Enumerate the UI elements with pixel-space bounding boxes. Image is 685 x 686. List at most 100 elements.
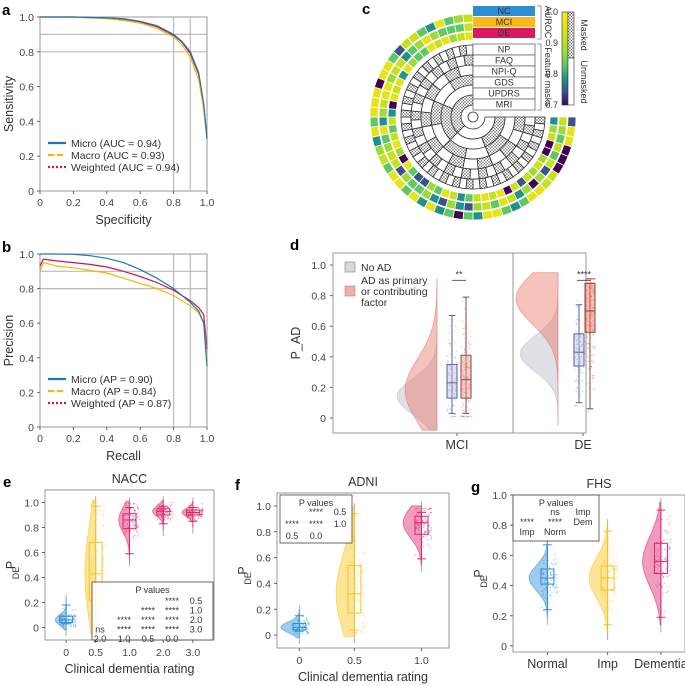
data-point [462, 415, 464, 418]
data-point [667, 531, 669, 533]
data-point [555, 562, 557, 564]
data-point [430, 529, 432, 531]
data-point [124, 509, 126, 511]
data-point [614, 586, 617, 589]
y-tick-label: 0.2 [19, 151, 34, 163]
data-point [463, 332, 465, 335]
data-point [582, 349, 584, 351]
auroc-cell [549, 116, 559, 126]
data-point [661, 571, 663, 573]
data-point [592, 374, 594, 377]
data-point [592, 377, 595, 379]
data-point [468, 344, 471, 346]
data-point [454, 372, 456, 374]
data-point [616, 569, 618, 571]
data-point [419, 510, 421, 512]
data-point [601, 588, 603, 590]
data-point [579, 346, 581, 348]
data-point [74, 619, 76, 622]
auroc-cell [462, 13, 474, 23]
data-point [90, 515, 92, 517]
auroc-cell [370, 125, 381, 138]
data-point [577, 334, 579, 336]
data-point [587, 305, 589, 308]
pvalue-table-title: P values [135, 585, 170, 595]
auroc-cell [472, 211, 484, 221]
data-point [89, 600, 92, 602]
data-point [609, 554, 611, 556]
panel-title: ADNI [348, 475, 378, 489]
data-point [161, 517, 164, 519]
data-point [68, 620, 70, 622]
box-iqr [347, 564, 362, 614]
data-point [454, 415, 456, 418]
data-point [463, 348, 466, 350]
data-point [356, 572, 359, 574]
data-point [586, 317, 588, 320]
data-point [450, 343, 452, 345]
box-iqr [122, 513, 137, 530]
auroc-cell [481, 209, 494, 220]
data-point [304, 621, 306, 623]
data-point [602, 591, 605, 593]
box-iqr [156, 508, 171, 516]
auroc-row-swatch [473, 6, 535, 16]
data-point [167, 506, 169, 508]
auroc-cell [472, 202, 483, 212]
data-point [544, 597, 546, 599]
data-point [462, 373, 465, 375]
series-line [39, 261, 208, 358]
data-point [159, 512, 162, 514]
x-tick-label: 0.4 [99, 197, 114, 209]
data-point [162, 501, 164, 504]
data-point [451, 389, 453, 392]
auroc-cell [567, 116, 577, 128]
data-point [655, 549, 657, 551]
data-point [609, 559, 611, 561]
data-point [351, 599, 354, 601]
data-point [449, 374, 451, 376]
data-point [663, 571, 665, 573]
data-point [555, 586, 557, 588]
data-point [362, 606, 364, 608]
data-point [603, 593, 605, 596]
data-point [132, 523, 134, 525]
data-point [197, 516, 199, 518]
data-point [430, 536, 432, 538]
y-tick-label: 0.2 [19, 387, 34, 399]
feature-mask-cell [462, 157, 479, 170]
data-point [419, 539, 421, 541]
data-point [616, 575, 618, 577]
data-point [585, 298, 588, 300]
data-point [604, 570, 606, 572]
data-point [579, 319, 581, 321]
data-point [549, 589, 551, 591]
data-point [592, 329, 594, 331]
data-point [454, 384, 456, 386]
auroc-cell [464, 31, 474, 41]
pvalue-table-box [512, 494, 600, 542]
y-tick-label: 0.6 [311, 321, 326, 333]
x-tick-label: 0.2 [66, 433, 81, 445]
data-point [576, 379, 578, 381]
data-point [614, 592, 616, 594]
data-point [603, 580, 605, 582]
y-axis-label-subscript: DE [243, 572, 253, 585]
data-point [606, 566, 608, 568]
data-point [430, 507, 432, 510]
data-point [615, 568, 617, 570]
y-tick-label: 1.0 [19, 12, 34, 24]
data-point [354, 587, 357, 589]
data-point [103, 557, 105, 560]
data-point [589, 330, 591, 332]
pvalue-cell: **** [309, 507, 324, 517]
colorbar-tick-label: 1.0 [545, 7, 558, 17]
data-point [429, 511, 432, 514]
data-point [125, 525, 127, 527]
data-point [462, 360, 464, 362]
data-point [198, 507, 200, 510]
data-point [608, 557, 610, 559]
data-point [417, 507, 419, 510]
data-point [450, 409, 452, 411]
data-point [467, 347, 470, 349]
